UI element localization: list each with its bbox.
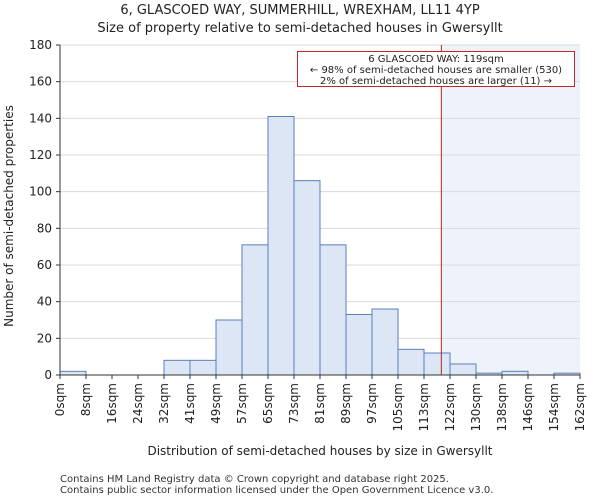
y-tick-label: 140: [29, 111, 52, 125]
y-axis-label: Number of semi-detached properties: [2, 105, 16, 327]
y-tick-label: 60: [37, 258, 52, 272]
y-tick-label: 120: [29, 148, 52, 162]
x-tick-label: 65sqm: [261, 383, 275, 424]
x-tick-label: 16sqm: [105, 383, 119, 424]
chart-title: 6, GLASCOED WAY, SUMMERHILL, WREXHAM, LL…: [120, 3, 480, 18]
x-tick-label: 89sqm: [339, 383, 353, 424]
annotation-box: 6 GLASCOED WAY: 119sqm ← 98% of semi-det…: [297, 51, 575, 87]
x-axis-label: Distribution of semi-detached houses by …: [147, 444, 493, 458]
x-tick-label: 73sqm: [287, 383, 301, 424]
bar-32sqm: [163, 359, 191, 376]
footer-licence: Contains public sector information licen…: [60, 485, 494, 496]
bar-113sqm: [423, 352, 451, 376]
bar-138sqm: [501, 370, 529, 376]
x-tick-label: 122sqm: [443, 383, 457, 431]
bar-105sqm: [397, 348, 425, 376]
x-tick-label: 57sqm: [235, 383, 249, 424]
x-tick-label: 24sqm: [131, 383, 145, 424]
x-tick-label: 8sqm: [79, 383, 93, 416]
bar-97sqm: [371, 308, 399, 376]
x-tick-label: 97sqm: [365, 383, 379, 424]
y-tick-label: 100: [29, 185, 52, 199]
bar-89sqm: [345, 314, 373, 376]
bar-0sqm: [59, 370, 87, 376]
x-tick-label: 138sqm: [495, 383, 509, 431]
x-tick-label: 105sqm: [391, 383, 405, 431]
y-tick-label: 20: [37, 331, 52, 345]
bar-73sqm: [293, 180, 321, 376]
y-tick-label: 0: [44, 368, 52, 382]
footer-copyright: Contains HM Land Registry data © Crown c…: [60, 474, 449, 485]
bar-65sqm: [267, 116, 295, 376]
x-tick-label: 0sqm: [53, 383, 67, 416]
annotation-smaller: ← 98% of semi-detached houses are smalle…: [309, 65, 563, 76]
y-tick-label: 180: [29, 38, 52, 52]
chart-subtitle: Size of property relative to semi-detach…: [97, 21, 503, 36]
x-tick-label: 162sqm: [573, 383, 587, 431]
larger-region-shade: [441, 45, 580, 375]
y-tick-label: 40: [37, 295, 52, 309]
x-tick-label: 113sqm: [417, 383, 431, 431]
bar-49sqm: [215, 319, 243, 376]
x-tick-label: 49sqm: [209, 383, 223, 424]
x-tick-label: 130sqm: [469, 383, 483, 431]
bar-41sqm: [189, 359, 217, 376]
bar-122sqm: [449, 363, 477, 376]
y-tick-label: 160: [29, 75, 52, 89]
x-tick-label: 81sqm: [313, 383, 327, 424]
annotation-title: 6 GLASCOED WAY: 119sqm: [368, 54, 504, 65]
bar-81sqm: [319, 244, 347, 376]
y-tick-label: 80: [37, 221, 52, 235]
x-tick-label: 41sqm: [183, 383, 197, 424]
bar-57sqm: [241, 244, 269, 376]
annotation-larger: 2% of semi-detached houses are larger (1…: [319, 76, 553, 87]
x-tick-label: 32sqm: [157, 383, 171, 424]
x-tick-label: 146sqm: [521, 383, 535, 431]
x-tick-label: 154sqm: [547, 383, 561, 431]
